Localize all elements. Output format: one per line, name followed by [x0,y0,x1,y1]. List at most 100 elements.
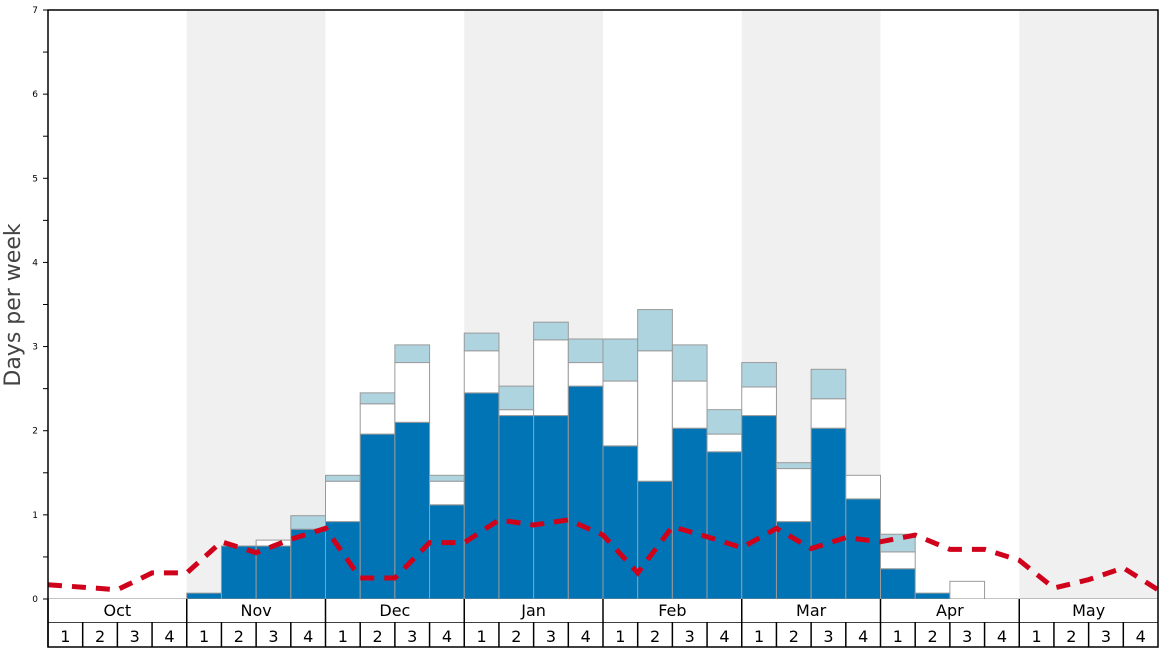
week-label: 4 [858,627,868,646]
week-label: 3 [962,627,972,646]
bar-white-segment [359,403,396,435]
month-label-nov: Nov [241,601,272,620]
bar-white-segment [880,551,916,570]
bar-dark-segment [220,545,257,600]
week-label: 1 [1032,627,1042,646]
bar-dark-segment [775,521,812,600]
bar-dark-segment [810,427,847,600]
bar-light-segment [741,362,777,388]
week-label: 4 [164,627,174,646]
week-label: 3 [685,627,695,646]
week-label: 3 [407,627,417,646]
bar-dark-segment [602,445,639,600]
y-tick-label: 6 [32,90,38,100]
bar-white-segment [845,474,881,500]
month-cell [741,599,881,622]
month-label-jan: Jan [520,601,546,620]
bar-light-segment [290,515,326,530]
dashed-line [47,517,1160,593]
bar-light-segment [775,462,812,470]
y-tick-label: 7 [32,6,38,16]
bar-light-segment [498,385,535,411]
x-axis: Oct 1 2 3 4 Nov 1 2 3 4 Dec 1 2 3 4 Jan 1 2 3 4 Feb 1 2 3 4 Mar 1 2… [47,598,1158,647]
week-label: 4 [303,627,313,646]
month-cell [186,599,326,622]
week-label: 3 [823,627,833,646]
bar-light-segment [602,338,639,382]
bar-light-segment [567,338,604,364]
month-shading-bands [186,10,1158,599]
month-label-may: May [1072,601,1105,620]
month-cell [325,599,465,622]
bar-light-segment [637,309,673,352]
bar-light-segment [463,332,500,352]
bar-dark-segment [394,421,431,600]
bar-white-segment [706,433,743,453]
bar-light-segment [359,392,396,405]
week-label: 3 [1101,627,1111,646]
bar-white-segment [949,580,986,600]
week-label: 3 [130,627,140,646]
week-label: 1 [477,627,487,646]
week-label: 2 [511,627,521,646]
bar-dark-segment [429,504,465,600]
week-label: 1 [199,627,209,646]
y-tick-label: 5 [32,174,38,184]
bar-white-segment [671,380,708,429]
bar-light-segment [325,474,361,482]
bar-white-segment [463,350,500,394]
month-label-feb: Feb [658,601,686,620]
y-tick-label: 1 [32,511,38,521]
bar-light-segment [394,344,431,364]
bar-light-segment [671,344,708,382]
month-cell [880,599,1020,622]
bar-light-segment [810,368,847,400]
month-cell [603,599,742,622]
bar-dark-segment [325,521,361,600]
week-label: 4 [1136,627,1146,646]
week-label: 1 [338,627,348,646]
bar-white-segment [394,362,431,423]
bar-dark-segment [290,528,326,600]
bar-dark-segment [186,592,222,600]
y-tick-label: 0 [32,595,38,605]
bar-dark-segment [671,427,708,600]
bar-white-segment [637,350,673,482]
bar-white-segment [533,339,569,417]
y-tick-label: 4 [32,258,38,268]
week-label: 4 [719,627,729,646]
bar-light-segment [429,474,465,482]
bar-dark-segment [533,415,569,600]
month-band-nov [186,10,326,599]
week-label: 3 [546,627,556,646]
bar-white-segment [810,398,847,429]
plot-frame [47,9,1159,648]
bar-light-segment [533,321,569,341]
bar-dark-segment [914,592,951,600]
y-tick-label: 2 [32,427,38,437]
dashed-line-series [47,517,1160,593]
bar-dark-segment [637,480,673,600]
month-cell [464,599,603,622]
bar-dark-segment [498,415,535,600]
bar-dark-segment [567,385,604,600]
bar-white-segment [429,480,465,506]
y-axis: 0 1 2 3 4 5 6 7 [32,6,48,605]
y-axis-label: Days per week [1,223,26,386]
bar-light-segment [706,409,743,435]
bar-dark-segment [463,392,500,600]
bar-dark-segment [845,498,881,600]
week-label: 4 [581,627,591,646]
month-label-apr: Apr [936,601,964,620]
week-label: 2 [789,627,799,646]
week-label: 1 [60,627,70,646]
month-label-oct: Oct [104,601,132,620]
bar-white-segment [567,362,604,387]
week-label: 2 [1066,627,1076,646]
week-label: 1 [754,627,764,646]
week-label: 4 [442,627,452,646]
y-tick-label: 3 [32,343,38,353]
week-label: 1 [893,627,903,646]
week-label: 3 [268,627,278,646]
month-label-mar: Mar [796,601,827,620]
